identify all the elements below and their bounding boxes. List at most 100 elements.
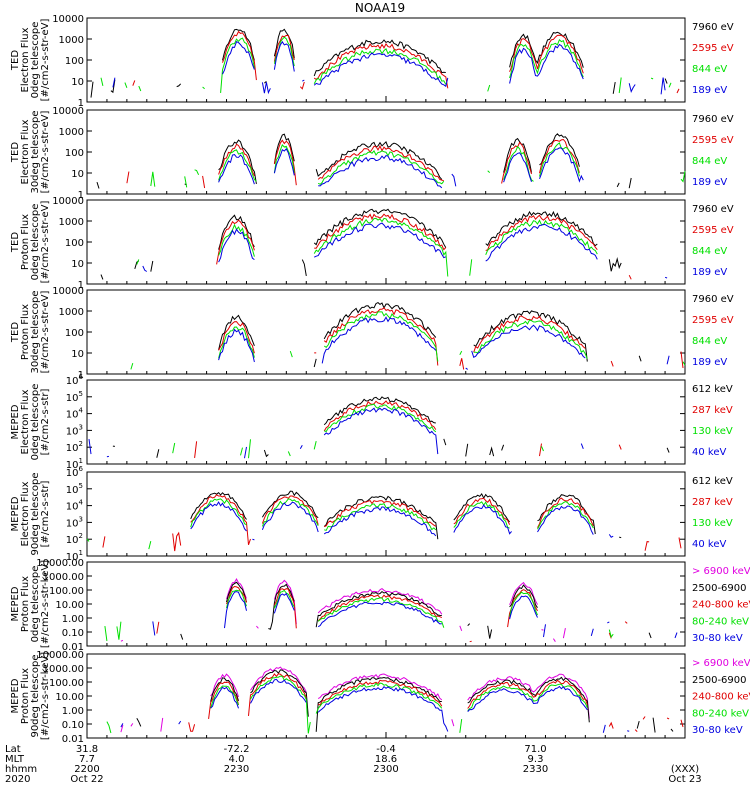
- series-7960-ev: [219, 303, 675, 367]
- panel-frame: [86, 561, 686, 647]
- y-tick-label: 1000: [59, 217, 84, 228]
- y-axis-label: [#/cm2-s-str-keV]: [40, 560, 51, 648]
- panel-frame: [86, 199, 686, 285]
- y-axis-label: TED: [10, 322, 21, 343]
- y-axis-label: Proton Flux: [20, 214, 31, 270]
- y-tick-label: 1000: [59, 307, 84, 318]
- legend-entry: > 6900 keV: [692, 658, 750, 669]
- panel-ted-p-30: 1 10 100 1000 10000 TED Proton Flux 30deg teles…: [10, 286, 734, 381]
- series--6900-kev: [121, 667, 683, 732]
- x-row-label: MLT: [5, 754, 25, 765]
- y-axis-label: 30deg telescope: [30, 290, 41, 373]
- y-tick-label: 103: [66, 515, 83, 529]
- legend-entry: 7960 eV: [692, 114, 734, 125]
- x-tick-value: -0.4: [376, 744, 396, 755]
- y-tick-label: 104: [66, 407, 84, 421]
- y-axis-label: TED: [10, 142, 21, 163]
- x-tick-value: 71.0: [524, 744, 546, 755]
- y-tick-label: 103: [66, 423, 83, 437]
- y-tick-label: 1: [78, 370, 84, 381]
- legend-entry: 2595 eV: [692, 135, 734, 146]
- y-axis-label: 90deg telescope: [30, 472, 41, 555]
- x-tick-value: 2330: [523, 764, 548, 775]
- series-189-ev: [219, 148, 681, 188]
- panel-frame: [86, 471, 686, 557]
- x-tick-value: 2230: [224, 764, 249, 775]
- legend-entry: 844 eV: [692, 64, 727, 75]
- panel-frame: [86, 17, 686, 103]
- y-axis-label: [#/cm2-s-str]: [40, 388, 51, 455]
- y-tick-label: 1000.00: [43, 664, 84, 675]
- y-tick-label: 10: [71, 169, 84, 180]
- y-tick-label: 1: [78, 190, 84, 201]
- x-tick-value: 2200: [74, 764, 99, 775]
- legend-entry: 240-800 keV: [692, 600, 750, 611]
- y-tick-label: 1000.00: [43, 572, 84, 583]
- y-axis-label: [#/cm2-s-str-keV]: [40, 652, 51, 740]
- y-tick-label: 10.00: [55, 600, 84, 611]
- panel-meped-p-90: 0.01 0.10 1.00 10.00 100.00 1000.00 10000.00 ME…: [10, 650, 750, 745]
- legend-entry: 2595 eV: [692, 315, 734, 326]
- series-80-240-kev: [105, 590, 665, 641]
- x-tick-value: Oct 22: [70, 774, 103, 785]
- y-axis-label: Proton Flux: [20, 668, 31, 724]
- series-130-kev: [173, 404, 675, 458]
- y-tick-label: 102: [66, 440, 83, 454]
- legend-entry: 7960 eV: [692, 204, 734, 215]
- series-2595-ev: [217, 214, 659, 279]
- x-row-label: hhmm: [5, 764, 37, 775]
- legend-entry: 40 keV: [692, 447, 726, 458]
- y-tick-label: 0.01: [62, 642, 84, 653]
- x-tick-value: 18.6: [375, 754, 397, 765]
- y-axis-label: 0deg telescope: [30, 22, 41, 99]
- y-tick-label: 100: [65, 148, 84, 159]
- x-tick-value: Oct 23: [668, 774, 701, 785]
- series-40-kev: [89, 408, 677, 459]
- y-axis-label: MEPED: [10, 496, 21, 531]
- x-tick-value: 4.0: [229, 754, 245, 765]
- x-row-label: Lat: [5, 744, 21, 755]
- y-tick-label: 10000.00: [36, 650, 84, 661]
- y-tick-label: 10: [71, 349, 84, 360]
- y-axis-label: [#/cm2-s-str]: [40, 480, 51, 547]
- series-2595-ev: [127, 140, 683, 189]
- legend-entry: 844 eV: [692, 336, 727, 347]
- series-7960-ev: [97, 134, 675, 189]
- legend-entry: 287 keV: [692, 497, 733, 508]
- y-axis-label: Electron Flux: [20, 389, 31, 454]
- series-844-ev: [100, 36, 672, 94]
- y-tick-label: 10000.00: [36, 558, 84, 569]
- series-612-kev: [191, 491, 675, 539]
- y-tick-label: 0.10: [62, 628, 84, 639]
- legend-entry: 189 eV: [692, 267, 727, 278]
- series-240-800-kev: [188, 673, 684, 732]
- panel-ted-p-0: 1 10 100 1000 10000 TED Proton Flux 0deg telesc…: [10, 196, 734, 291]
- y-tick-label: 104: [66, 499, 84, 513]
- y-axis-label: Proton Flux: [20, 576, 31, 632]
- panel-ted-e-0: 1 10 100 1000 10000 TED Electron Flux 0deg tele…: [10, 14, 734, 109]
- y-tick-label: 10000: [52, 196, 84, 207]
- legend-entry: 612 keV: [692, 476, 733, 487]
- y-tick-label: 1000: [59, 35, 84, 46]
- panel-frame: [86, 379, 686, 465]
- legend-entry: 2595 eV: [692, 43, 734, 54]
- y-tick-label: 1.00: [62, 614, 84, 625]
- y-axis-label: 0deg telescope: [30, 566, 41, 643]
- chart-title: NOAA19: [355, 1, 405, 15]
- legend-entry: 2595 eV: [692, 225, 734, 236]
- y-tick-label: 10000: [52, 286, 84, 297]
- legend-entry: 189 eV: [692, 85, 727, 96]
- y-tick-label: 106: [66, 465, 84, 479]
- series-240-800-kev: [157, 587, 679, 642]
- series-30-80-kev: [152, 591, 678, 639]
- series-612-kev: [113, 397, 681, 458]
- y-tick-label: 10000: [52, 14, 84, 25]
- y-axis-label: Electron Flux: [20, 481, 31, 546]
- legend-entry: 844 eV: [692, 156, 727, 167]
- x-tick-value: 9.3: [528, 754, 544, 765]
- x-tick-value: 31.8: [76, 744, 98, 755]
- legend-entry: 844 eV: [692, 246, 727, 257]
- x-tick-value: -72.2: [224, 744, 250, 755]
